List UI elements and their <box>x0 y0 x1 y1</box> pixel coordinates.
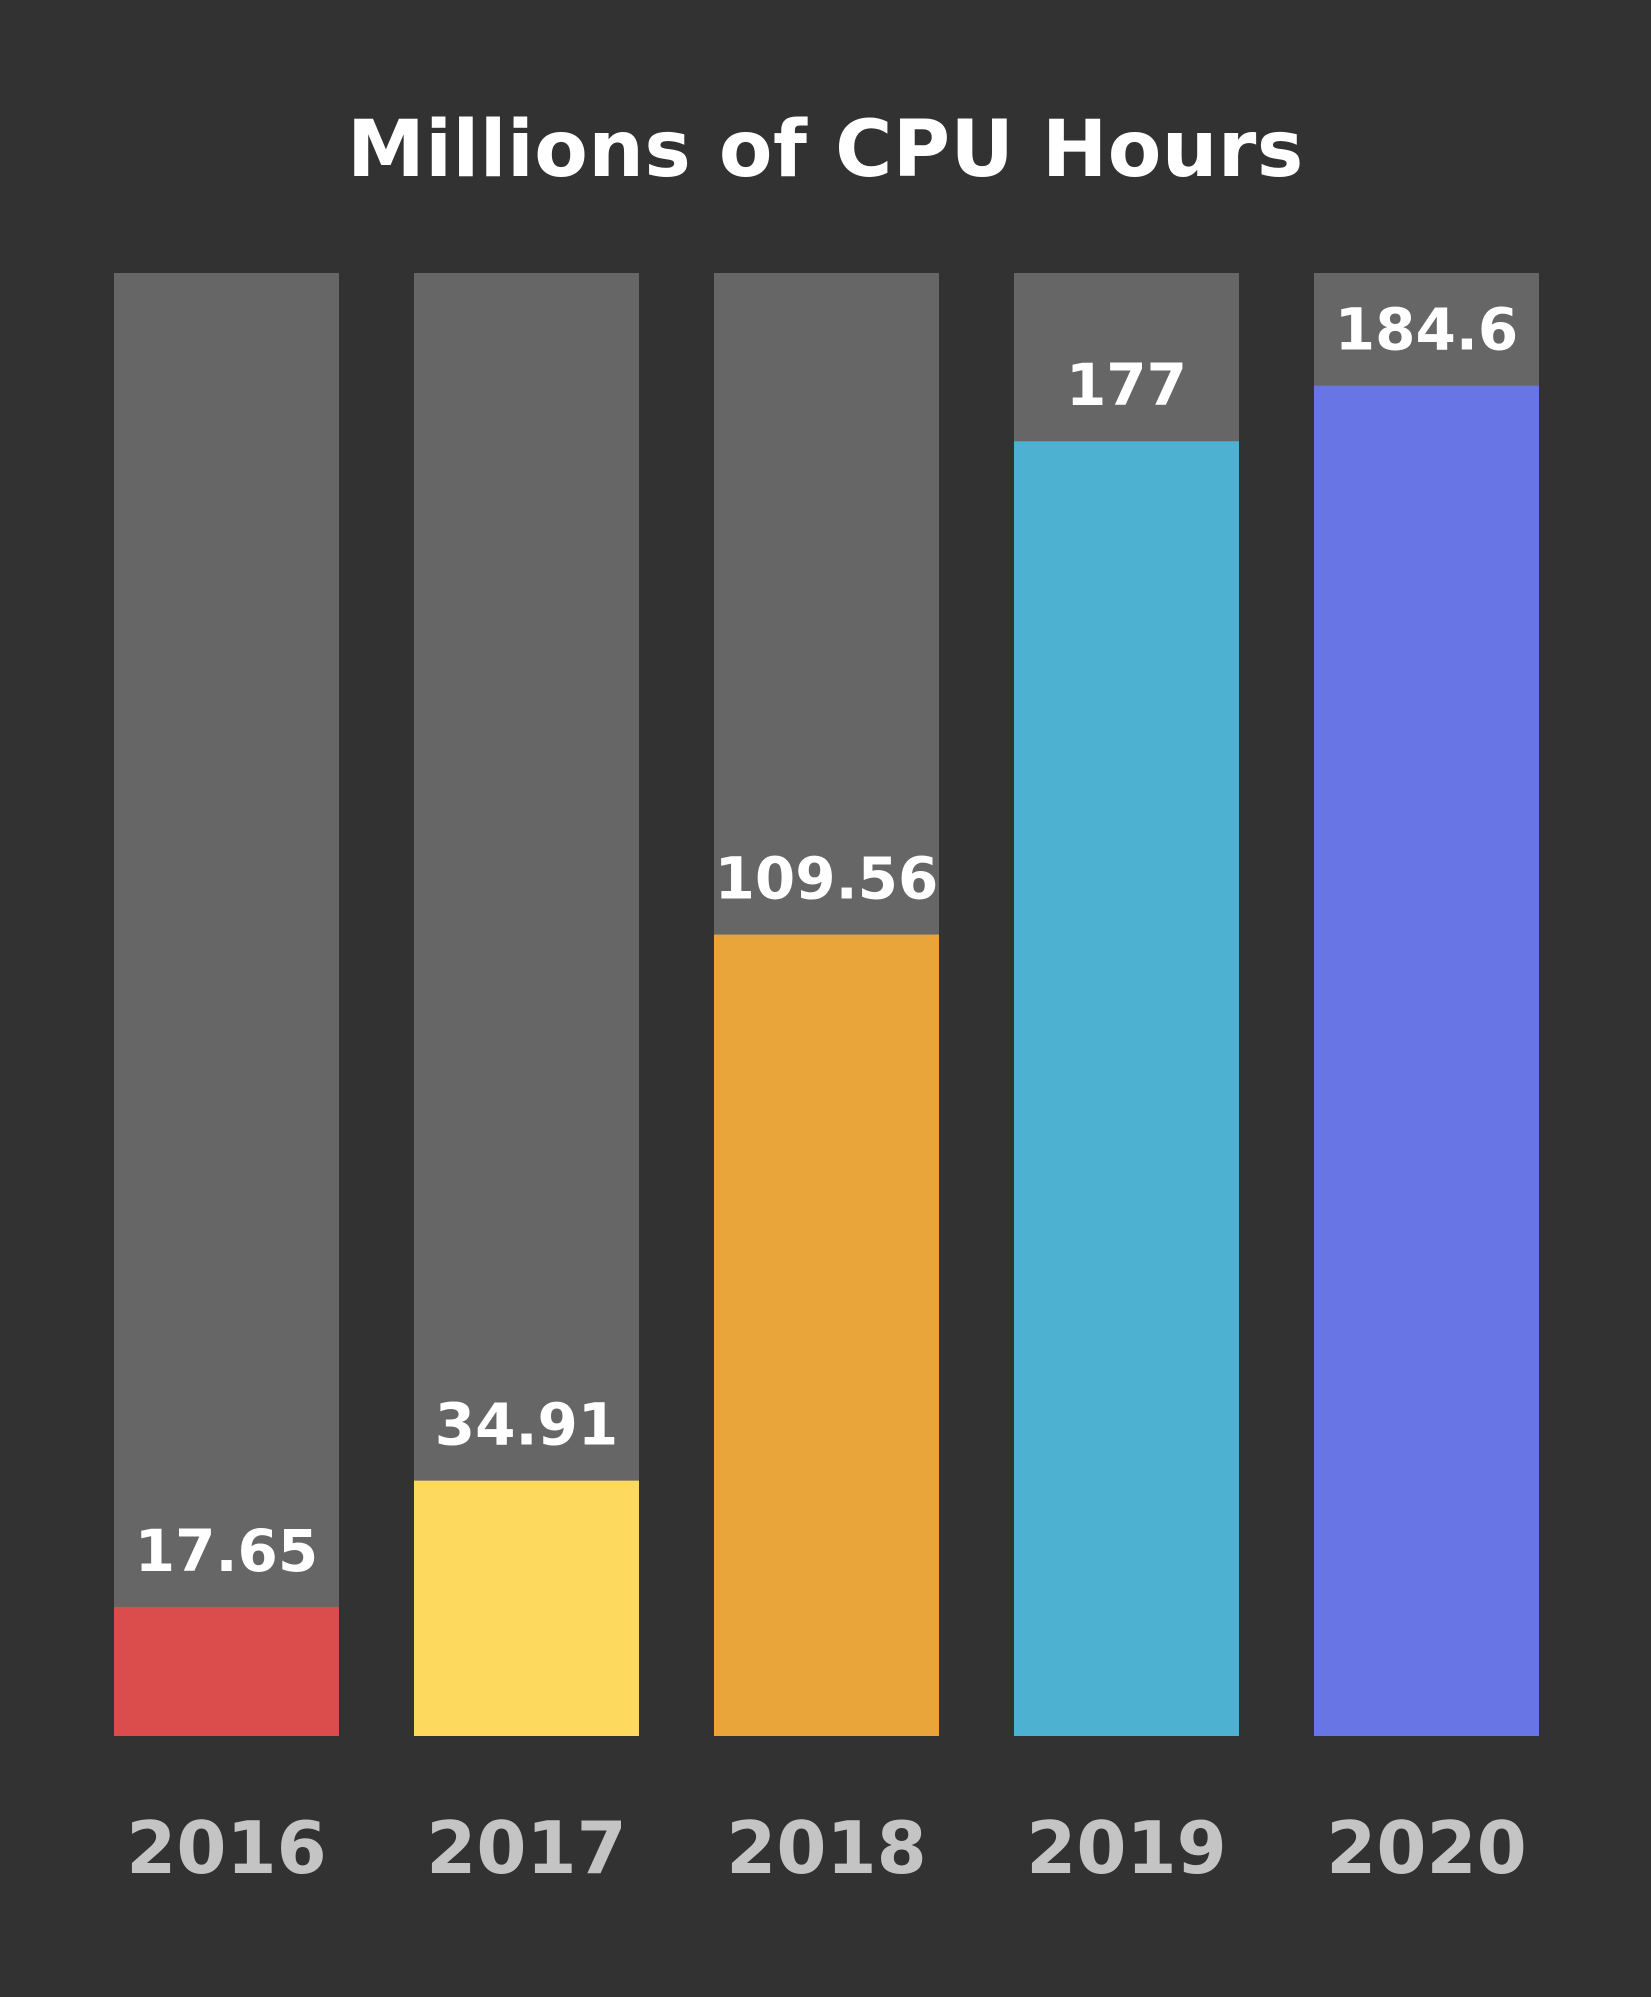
data-label-2017: 34.91 <box>435 1391 618 1459</box>
bar-2020 <box>1314 385 1539 1736</box>
category-label-2019: 2019 <box>1026 1806 1226 1890</box>
chart-title: Millions of CPU Hours <box>347 105 1304 195</box>
bar-2019 <box>1014 441 1239 1736</box>
data-label-2016: 17.65 <box>135 1517 318 1585</box>
category-label-2017: 2017 <box>426 1806 626 1890</box>
category-label-2020: 2020 <box>1326 1806 1526 1890</box>
category-label-2018: 2018 <box>726 1806 926 1890</box>
data-label-2020: 184.6 <box>1335 296 1518 364</box>
bar-2017 <box>414 1480 639 1736</box>
category-label-2016: 2016 <box>126 1806 326 1890</box>
bar-track-2016 <box>114 273 339 1736</box>
bar-2018 <box>714 934 939 1736</box>
data-label-2019: 177 <box>1066 351 1187 419</box>
data-label-2018: 109.56 <box>715 845 939 913</box>
bar-2016 <box>114 1606 339 1736</box>
